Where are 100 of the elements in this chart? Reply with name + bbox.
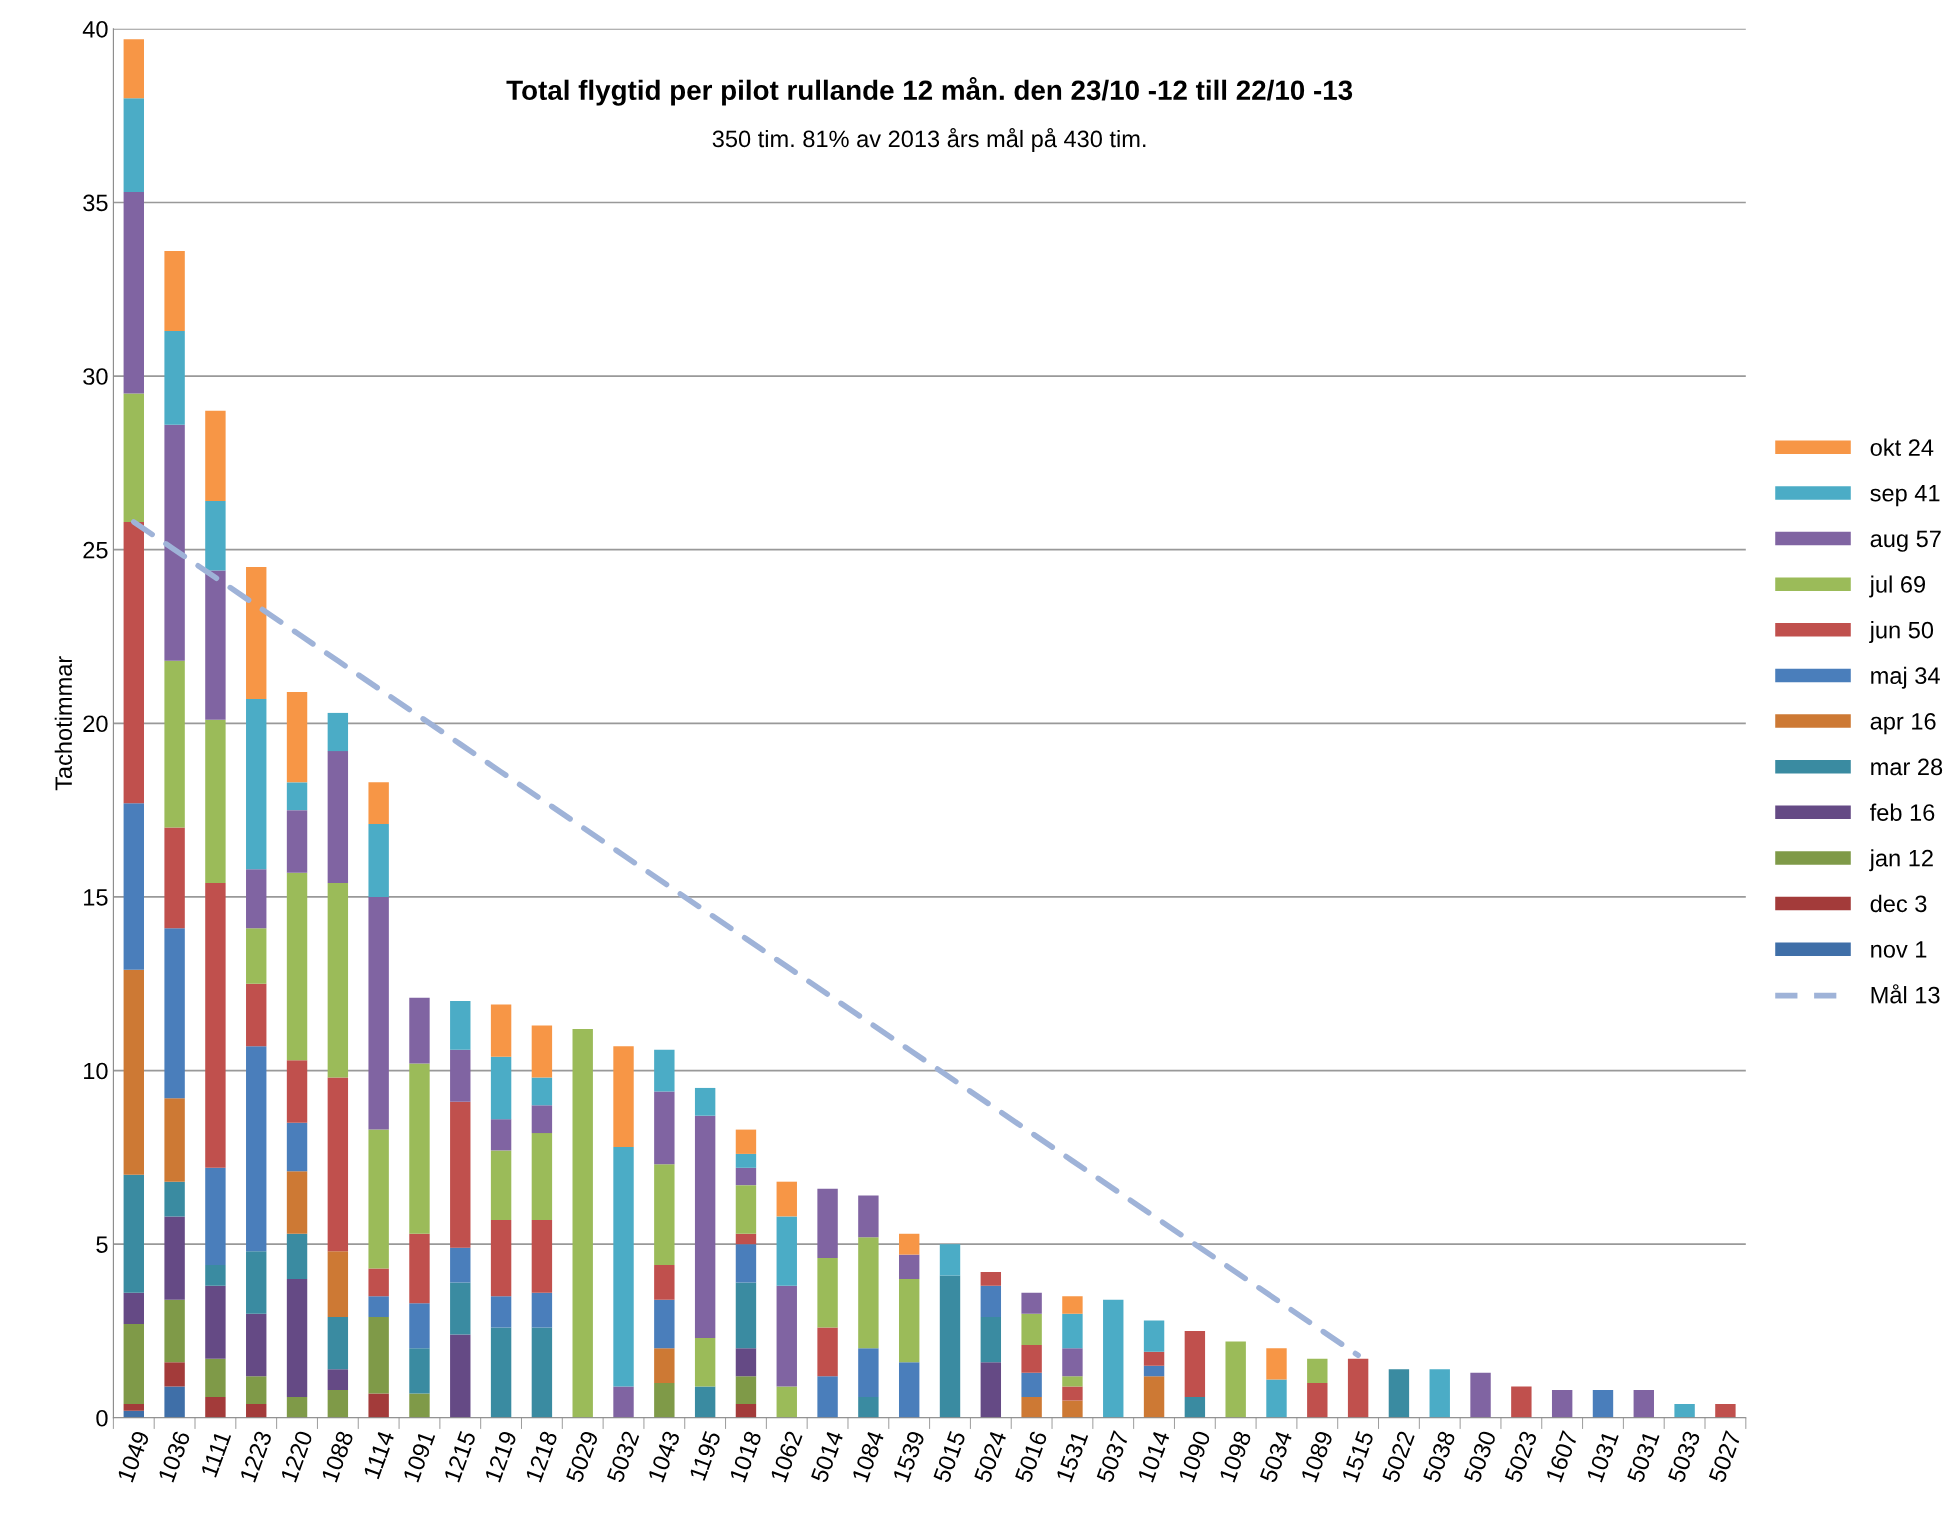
x-tick-label: 1088 [321,1430,354,1483]
bar [980,1285,1002,1318]
legend-label: feb 16 [1870,803,1935,821]
bar [246,869,267,929]
bar [327,1251,349,1318]
bar [123,98,144,193]
x-tick-label: 1084 [851,1429,885,1483]
bar [898,1278,920,1363]
x-tick-label: 5032 [606,1430,640,1484]
bar [1143,1351,1165,1366]
bar [246,1046,267,1252]
bar [1225,1341,1246,1418]
x-tick-label: 5023 [1504,1430,1538,1484]
bar [123,39,144,99]
bar [327,1369,349,1391]
bar [858,1195,879,1238]
bar [450,1282,471,1335]
y-tick-label: 20 [83,715,108,733]
bar [1307,1358,1328,1384]
bar [776,1386,797,1418]
x-tick-label: 5030 [1463,1430,1497,1484]
legend-label: nov 1 [1871,941,1927,958]
bar [613,1046,634,1147]
bar [205,570,226,720]
bar [164,330,185,425]
bar [164,660,185,828]
bar [1633,1390,1654,1418]
bar [654,1265,675,1300]
bar [531,1105,553,1134]
bar [735,1244,757,1283]
bar [246,1376,267,1404]
bar [898,1233,920,1255]
bar [531,1133,553,1220]
legend-label: mar 28 [1871,758,1943,776]
y-tick-label: 10 [84,1062,108,1080]
x-tick-label: 1049 [117,1430,150,1483]
bar [654,1091,675,1165]
x-tick-label: 5029 [565,1430,599,1484]
x-tick-label: 1220 [280,1430,314,1483]
bar [246,567,267,700]
x-tick-label: 1014 [1137,1429,1171,1483]
bar [409,1303,430,1349]
bar [858,1348,879,1397]
bar [490,1056,512,1120]
bar [368,1296,389,1318]
bar [490,1119,512,1151]
bar [246,928,267,984]
bar [164,1216,185,1300]
bar [735,1167,757,1186]
bar [164,251,185,331]
bar [654,1348,675,1384]
x-tick-label: 5027 [1708,1430,1742,1484]
bar [1307,1383,1328,1418]
bar [1388,1369,1410,1418]
bar [327,751,349,884]
x-tick-label: 5033 [1667,1430,1701,1484]
bar [368,824,389,897]
bar [735,1282,757,1349]
bar [531,1292,553,1328]
bar [450,1049,471,1102]
bar [490,1327,512,1418]
bar [1062,1376,1083,1387]
bar [490,1219,512,1297]
legend-label: jun 50 [1869,621,1934,644]
bar [817,1188,838,1259]
bar [1143,1320,1165,1352]
bar [1429,1369,1450,1418]
bar [205,1358,226,1397]
x-tick-label: 1036 [157,1430,191,1483]
bar [490,1296,512,1328]
bar [654,1164,675,1266]
legend-label: jul 69 [1869,575,1925,598]
bar [531,1327,553,1418]
bar [1021,1396,1042,1418]
bar [654,1049,675,1092]
bar [531,1025,553,1078]
x-tick-label: 1219 [484,1430,518,1483]
bar [939,1244,961,1276]
bar [327,1317,349,1370]
x-tick-label: 1031 [1586,1430,1619,1483]
bar [531,1077,553,1106]
bar [1551,1390,1573,1418]
bar [164,1181,185,1217]
bar [1347,1358,1369,1418]
bar [654,1383,675,1418]
bar [327,883,349,1078]
bar [694,1386,716,1418]
x-tick-label: 1531 [1055,1430,1089,1483]
bar [1062,1400,1083,1418]
x-tick-label: 5034 [1259,1429,1293,1484]
bar [817,1376,838,1418]
bar [980,1362,1002,1418]
bar [205,883,226,1168]
bar [1184,1396,1206,1418]
bar [123,393,144,522]
x-tick-label: 5022 [1381,1430,1415,1484]
bar [776,1285,797,1387]
legend-label: okt 24 [1870,438,1934,456]
bar [694,1087,716,1116]
x-tick-label: 1098 [1218,1430,1252,1483]
